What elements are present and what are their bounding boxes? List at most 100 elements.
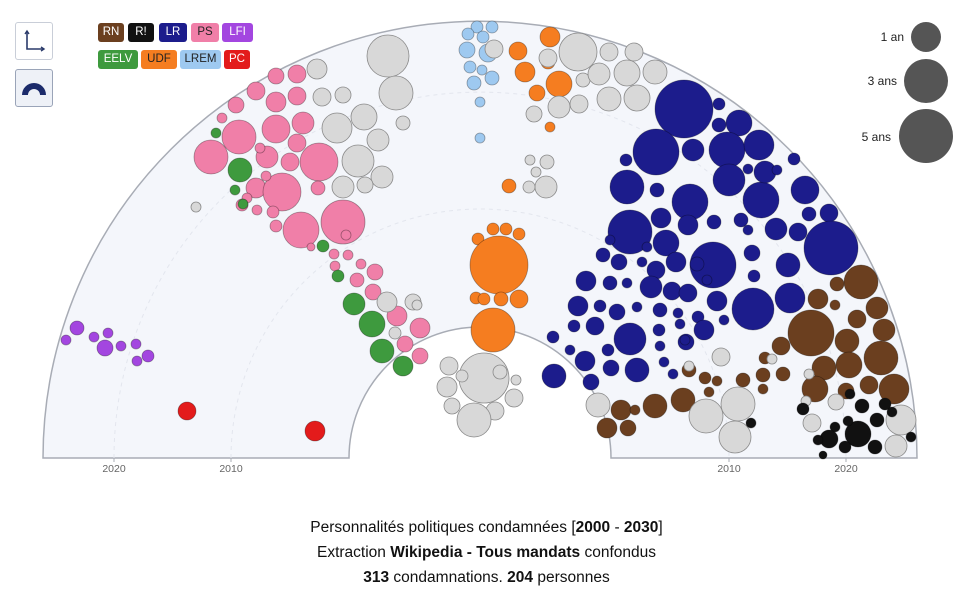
bubble-rn[interactable] [755, 367, 771, 383]
bubble-lr[interactable] [747, 269, 761, 283]
bubble-lr[interactable] [652, 302, 668, 318]
bubble-ps[interactable] [409, 317, 431, 339]
bubble-lr[interactable] [678, 283, 698, 303]
bubble-ps[interactable] [282, 211, 320, 249]
bubble-r-bang[interactable] [867, 439, 883, 455]
bubble-lr[interactable] [712, 97, 726, 111]
bubble-lr[interactable] [665, 251, 687, 273]
bubble-udf[interactable] [514, 61, 536, 83]
bubble-autre[interactable] [366, 34, 410, 78]
bubble-lr[interactable] [636, 256, 648, 268]
bubble-autre[interactable] [522, 180, 536, 194]
bubble-lr[interactable] [585, 316, 605, 336]
bubble-lr[interactable] [604, 234, 616, 246]
bubble-lr[interactable] [632, 128, 680, 176]
bubble-rn[interactable] [775, 366, 791, 382]
bubble-rn[interactable] [610, 399, 632, 421]
legend-chip-lrem[interactable]: LREM [180, 50, 221, 69]
bubble-lr[interactable] [743, 244, 761, 262]
bubble-lr[interactable] [733, 212, 749, 228]
bubble-ps[interactable] [221, 119, 257, 155]
bubble-lr[interactable] [602, 275, 618, 291]
bubble-autre[interactable] [534, 175, 558, 199]
bubble-lr[interactable] [593, 299, 607, 313]
bubble-rn[interactable] [807, 288, 829, 310]
bubble-lr[interactable] [595, 247, 611, 263]
bubble-ps[interactable] [193, 139, 229, 175]
bubble-lr[interactable] [819, 203, 839, 223]
bubble-lrem[interactable] [474, 132, 486, 144]
bubble-ps[interactable] [260, 170, 272, 182]
bubble-lr[interactable] [742, 163, 754, 175]
bubble-ps[interactable] [227, 96, 245, 114]
bubble-autre[interactable] [331, 175, 355, 199]
bubble-rn[interactable] [619, 419, 637, 437]
bubble-autre[interactable] [884, 434, 908, 458]
bubble-udf[interactable] [528, 84, 546, 102]
bubble-udf[interactable] [509, 289, 529, 309]
bubble-lfi[interactable] [88, 331, 100, 343]
bubble-udf[interactable] [512, 227, 526, 241]
bubble-lr[interactable] [649, 182, 665, 198]
bubble-rn[interactable] [757, 383, 769, 395]
bubble-udf[interactable] [508, 41, 528, 61]
bubble-lr[interactable] [771, 164, 783, 176]
axes-view-button[interactable] [15, 22, 53, 60]
bubble-autre[interactable] [547, 95, 571, 119]
bubble-autre[interactable] [720, 386, 756, 422]
bubble-ps[interactable] [261, 114, 291, 144]
bubble-rn[interactable] [834, 328, 860, 354]
bubble-rn[interactable] [843, 264, 879, 300]
bubble-ps[interactable] [269, 219, 283, 233]
bubble-lfi[interactable] [130, 338, 142, 350]
legend-chip-udf[interactable]: UDF [141, 50, 177, 69]
bubble-eelv[interactable] [358, 310, 386, 338]
bubble-autre[interactable] [711, 347, 731, 367]
bubble-udf[interactable] [486, 222, 500, 236]
bubble-lr[interactable] [718, 314, 730, 326]
bubble-lr[interactable] [787, 152, 801, 166]
bubble-lfi[interactable] [96, 339, 114, 357]
bubble-eelv[interactable] [316, 239, 330, 253]
bubble-autre[interactable] [350, 103, 378, 131]
bubble-ps[interactable] [328, 248, 340, 260]
bubble-autre[interactable] [456, 402, 492, 438]
bubble-autre[interactable] [334, 86, 352, 104]
bubble-autre[interactable] [613, 59, 641, 87]
bubble-lfi[interactable] [115, 340, 127, 352]
bubble-ps[interactable] [320, 199, 366, 245]
bubble-lr[interactable] [731, 287, 775, 331]
bubble-ps[interactable] [265, 91, 287, 113]
bubble-r-bang[interactable] [818, 450, 828, 460]
bubble-lr[interactable] [619, 153, 633, 167]
bubble-autre[interactable] [624, 42, 644, 62]
bubble-autre[interactable] [587, 62, 611, 86]
bubble-r-bang[interactable] [844, 420, 872, 448]
bubble-lr[interactable] [775, 252, 801, 278]
bubble-lrem[interactable] [485, 20, 499, 34]
hemicycle-view-button[interactable] [15, 69, 53, 107]
bubble-ps[interactable] [342, 249, 354, 261]
bubble-udf[interactable] [539, 26, 561, 48]
bubble-ps[interactable] [266, 205, 280, 219]
bubble-rn[interactable] [878, 373, 910, 405]
bubble-lr[interactable] [601, 343, 615, 357]
bubble-lr[interactable] [610, 253, 628, 271]
bubble-autre[interactable] [411, 299, 423, 311]
bubble-eelv[interactable] [210, 127, 222, 139]
bubble-lr[interactable] [801, 206, 817, 222]
bubble-autre[interactable] [596, 86, 622, 112]
bubble-pc[interactable] [304, 420, 326, 442]
bubble-r-bang[interactable] [838, 440, 852, 454]
bubble-lr[interactable] [564, 344, 576, 356]
bubble-pc[interactable] [177, 401, 197, 421]
bubble-eelv[interactable] [331, 269, 345, 283]
bubble-rn[interactable] [629, 404, 641, 416]
bubble-rn[interactable] [703, 386, 715, 398]
bubble-autre[interactable] [492, 364, 508, 380]
bubble-rn[interactable] [711, 375, 723, 387]
bubble-autre[interactable] [395, 115, 411, 131]
bubble-autre[interactable] [455, 369, 469, 383]
bubble-autre[interactable] [585, 392, 611, 418]
bubble-r-bang[interactable] [905, 431, 917, 443]
